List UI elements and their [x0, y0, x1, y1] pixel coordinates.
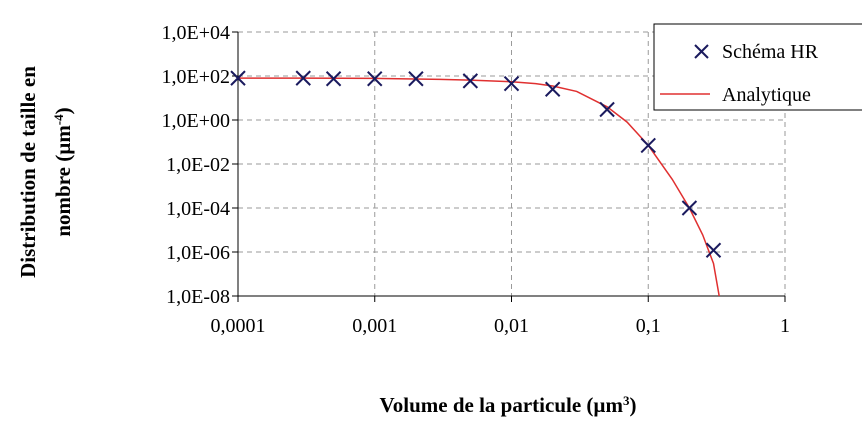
y-axis-title-line2-main: nombre (µm	[51, 125, 75, 237]
data-point-schema-hr	[681, 200, 698, 216]
x-tick-label: 0,001	[352, 315, 397, 337]
data-point-schema-hr	[295, 70, 311, 86]
y-tick-label: 1,0E-08	[166, 286, 230, 308]
grid	[238, 31, 786, 296]
marker-stroke	[462, 73, 479, 89]
series-layer	[230, 70, 722, 297]
marker-stroke	[503, 75, 520, 92]
y-tick-label: 1,0E+02	[162, 66, 231, 88]
y-tick-label: 1,0E-02	[166, 154, 230, 176]
y-tick-label: 1,0E-04	[166, 198, 230, 220]
data-point-schema-hr	[599, 101, 615, 118]
x-tick-label: 1	[780, 315, 790, 337]
x-tick-label: 0,1	[636, 315, 661, 337]
legend-box	[653, 23, 862, 111]
marker-stroke	[295, 70, 311, 86]
y-tick-label: 1,0E+04	[162, 22, 231, 44]
x-axis-title: Volume de la particule (µm3)	[380, 393, 637, 418]
marker-stroke	[408, 71, 424, 87]
legend-marker-x	[694, 44, 709, 59]
axes	[232, 31, 786, 302]
x-tick-label: 0,01	[494, 315, 529, 337]
data-point-schema-hr	[544, 81, 561, 97]
legend: Schéma HR Analytique	[653, 23, 862, 111]
y-axis-title-line2-end: )	[51, 107, 75, 114]
data-point-schema-hr	[640, 137, 656, 154]
marker-stroke	[705, 242, 722, 258]
y-axis-title-line2-sup: -4	[51, 114, 66, 125]
data-point-schema-hr	[462, 73, 479, 89]
data-point-schema-hr	[705, 242, 722, 258]
x-axis-title-end: )	[629, 393, 636, 417]
marker-stroke	[599, 101, 615, 118]
x-axis-title-sup: 3	[623, 393, 630, 408]
y-axis-title-line2: nombre (µm-4)	[51, 107, 76, 236]
legend-label-schema-hr: Schéma HR	[722, 41, 819, 63]
marker-stroke	[230, 70, 246, 86]
y-axis-title-line1: Distribution de taille en	[16, 66, 40, 278]
tick-labels: 0,0001 0,001 0,01 0,1 1 1,0E+04 1,0E+02 1,0E+00…	[162, 22, 791, 337]
data-point-schema-hr	[325, 71, 342, 87]
x-axis-title-main: Volume de la particule (µm	[380, 393, 624, 417]
data-point-schema-hr	[367, 71, 383, 87]
marker-stroke	[325, 71, 342, 87]
data-point-schema-hr	[408, 71, 424, 87]
data-point-schema-hr	[230, 70, 246, 86]
marker-stroke	[544, 81, 561, 97]
y-tick-label: 1,0E+00	[162, 110, 231, 132]
x-tick-label: 0,0001	[211, 315, 266, 337]
marker-stroke	[681, 200, 698, 216]
legend-label-analytique: Analytique	[722, 84, 811, 106]
data-point-schema-hr	[503, 75, 520, 92]
marker-stroke	[367, 71, 383, 87]
y-tick-label: 1,0E-06	[166, 242, 230, 264]
marker-stroke	[640, 137, 656, 154]
series-line-analytique	[238, 77, 720, 297]
